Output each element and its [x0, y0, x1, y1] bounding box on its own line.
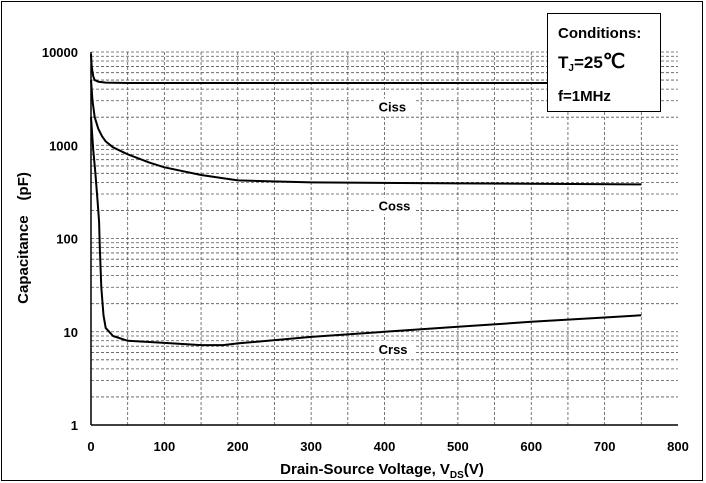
- y-tick-label: 10000: [42, 45, 78, 60]
- grid: [91, 51, 678, 425]
- x-tick-labels: 0 100 200 300 400 500 600 700 800: [87, 439, 688, 454]
- series-label-bg: [375, 340, 417, 358]
- y-tick-labels: 1 10 100 1000 10000: [42, 45, 78, 433]
- x-axis-title: Drain-Source Voltage, VDS(V): [280, 461, 484, 481]
- y-tick-label: 1: [71, 418, 78, 433]
- series-label-bg: [375, 197, 417, 215]
- axes: [90, 52, 678, 426]
- y-tick-label: 10: [64, 325, 78, 340]
- x-tick-label: 600: [520, 439, 542, 454]
- series-label-bg: [375, 98, 417, 116]
- x-tick-label: 200: [227, 439, 249, 454]
- x-tick-label: 0: [87, 439, 94, 454]
- x-tick-label: 100: [154, 439, 176, 454]
- x-tick-label: 800: [667, 439, 689, 454]
- series-label-ciss: Ciss: [379, 100, 406, 115]
- x-tick-label: 700: [594, 439, 616, 454]
- series-coss-line: [90, 80, 642, 186]
- series-label-coss: Coss: [379, 198, 411, 213]
- test-frequency: f=1MHz: [558, 88, 611, 105]
- x-tick-label: 500: [447, 439, 469, 454]
- conditions-title: Conditions:: [558, 25, 642, 42]
- y-tick-label: 100: [56, 232, 78, 247]
- series-label-crss: Crss: [379, 342, 408, 357]
- curves: [90, 54, 642, 347]
- series-ciss-line: [90, 54, 642, 84]
- series-crss-line: [90, 117, 642, 347]
- junction-temperature: TJ=25℃: [558, 51, 626, 74]
- y-tick-label: 1000: [49, 138, 78, 153]
- series-labels: Ciss Coss Crss: [375, 98, 417, 358]
- conditions-box: Conditions: TJ=25℃ f=1MHz: [547, 13, 661, 112]
- x-tick-label: 400: [374, 439, 396, 454]
- x-tick-label: 300: [300, 439, 322, 454]
- y-axis-title: Capacitance (pF): [15, 172, 32, 304]
